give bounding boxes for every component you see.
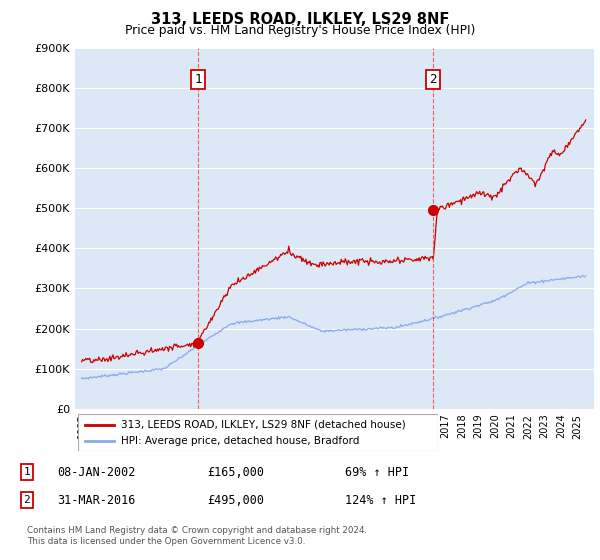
Text: 1: 1	[23, 467, 31, 477]
Text: 31-MAR-2016: 31-MAR-2016	[57, 493, 136, 507]
Text: Contains HM Land Registry data © Crown copyright and database right 2024.: Contains HM Land Registry data © Crown c…	[27, 526, 367, 535]
Text: 1: 1	[194, 73, 202, 86]
Text: 124% ↑ HPI: 124% ↑ HPI	[345, 493, 416, 507]
Text: Price paid vs. HM Land Registry's House Price Index (HPI): Price paid vs. HM Land Registry's House …	[125, 24, 475, 36]
Text: HPI: Average price, detached house, Bradford: HPI: Average price, detached house, Brad…	[121, 436, 359, 446]
Text: This data is licensed under the Open Government Licence v3.0.: This data is licensed under the Open Gov…	[27, 537, 305, 546]
Text: 313, LEEDS ROAD, ILKLEY, LS29 8NF: 313, LEEDS ROAD, ILKLEY, LS29 8NF	[151, 12, 449, 27]
Text: £495,000: £495,000	[207, 493, 264, 507]
Text: 69% ↑ HPI: 69% ↑ HPI	[345, 465, 409, 479]
Text: 313, LEEDS ROAD, ILKLEY, LS29 8NF (detached house): 313, LEEDS ROAD, ILKLEY, LS29 8NF (detac…	[121, 419, 406, 430]
FancyBboxPatch shape	[78, 414, 438, 451]
Text: 2: 2	[429, 73, 437, 86]
Text: 2: 2	[23, 495, 31, 505]
Text: 08-JAN-2002: 08-JAN-2002	[57, 465, 136, 479]
Text: £165,000: £165,000	[207, 465, 264, 479]
